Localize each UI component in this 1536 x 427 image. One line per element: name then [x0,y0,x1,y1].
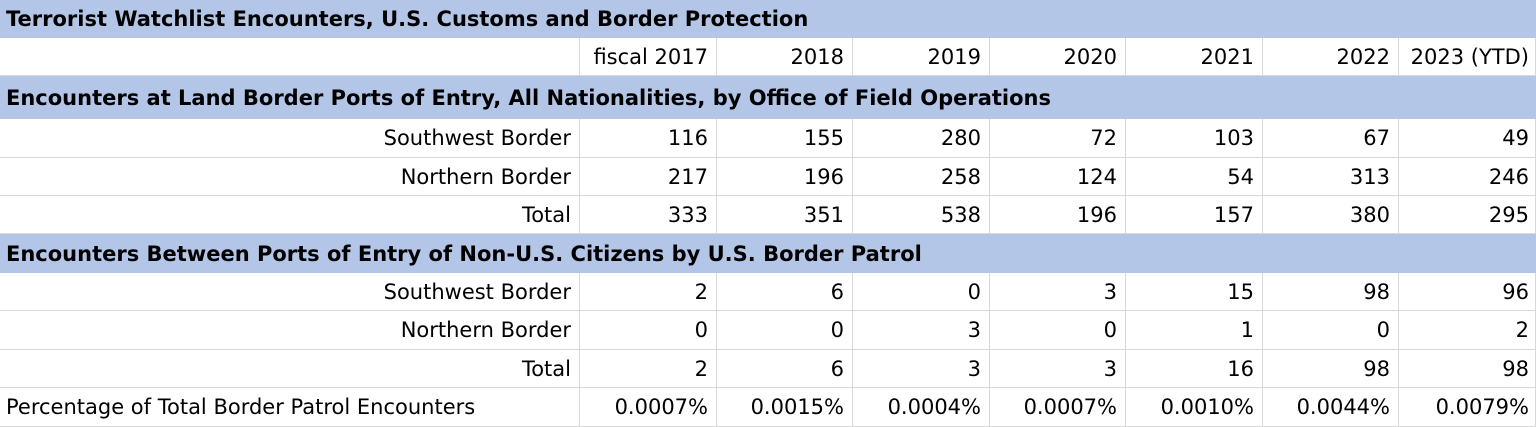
table-cell[interactable]: 2 [580,350,717,388]
table-cell[interactable]: 98 [1399,350,1536,388]
percentage-cell[interactable]: 0.0010% [1126,388,1263,427]
row-label[interactable]: Southwest Border [0,273,580,311]
table-cell[interactable]: 157 [1126,196,1263,234]
percentage-label[interactable]: Percentage of Total Border Patrol Encoun… [0,388,580,427]
percentage-cell[interactable]: 0.0007% [580,388,717,427]
header-row: fiscal 2017 2018 2019 2020 2021 2022 202… [0,38,1536,76]
table-cell[interactable]: 333 [580,196,717,234]
table-cell[interactable]: 2 [580,273,717,311]
table-cell[interactable]: 16 [1126,350,1263,388]
row-label[interactable]: Total [0,350,580,388]
table-cell[interactable]: 98 [1263,350,1399,388]
row-label[interactable]: Total [0,196,580,234]
table-cell[interactable]: 280 [853,119,990,158]
table-cell[interactable]: 0 [1263,311,1399,350]
table-row: Southwest Border 2 6 0 3 15 98 96 [0,273,1536,311]
row-label[interactable]: Northern Border [0,311,580,350]
table-title: Terrorist Watchlist Encounters, U.S. Cus… [0,0,1536,38]
header-label-cell[interactable] [0,38,580,76]
table-cell[interactable]: 217 [580,158,717,196]
percentage-cell[interactable]: 0.0015% [717,388,853,427]
table-cell[interactable]: 3 [853,311,990,350]
table-row: Northern Border 0 0 3 0 1 0 2 [0,311,1536,350]
table-cell[interactable]: 15 [1126,273,1263,311]
table-cell[interactable]: 0 [580,311,717,350]
header-year-2020[interactable]: 2020 [990,38,1126,76]
table-row: Total 2 6 3 3 16 98 98 [0,350,1536,388]
table-cell[interactable]: 6 [717,273,853,311]
table-cell[interactable]: 538 [853,196,990,234]
table-cell[interactable]: 295 [1399,196,1536,234]
table-row: Southwest Border 116 155 280 72 103 67 4… [0,119,1536,158]
table-cell[interactable]: 54 [1126,158,1263,196]
table-cell[interactable]: 0 [853,273,990,311]
header-year-2018[interactable]: 2018 [717,38,853,76]
table-title-text: Terrorist Watchlist Encounters, U.S. Cus… [6,7,809,31]
table-cell[interactable]: 103 [1126,119,1263,158]
percentage-cell[interactable]: 0.0079% [1399,388,1536,427]
percentage-cell[interactable]: 0.0007% [990,388,1126,427]
table-cell[interactable]: 1 [1126,311,1263,350]
table-cell[interactable]: 0 [717,311,853,350]
header-year-2022[interactable]: 2022 [1263,38,1399,76]
table-cell[interactable]: 2 [1399,311,1536,350]
table-cell[interactable]: 98 [1263,273,1399,311]
header-year-2017[interactable]: fiscal 2017 [580,38,717,76]
header-year-2021[interactable]: 2021 [1126,38,1263,76]
section2-heading: Encounters Between Ports of Entry of Non… [0,234,1536,273]
table-cell[interactable]: 196 [990,196,1126,234]
table-cell[interactable]: 3 [990,273,1126,311]
section1-heading: Encounters at Land Border Ports of Entry… [0,76,1536,119]
row-label[interactable]: Northern Border [0,158,580,196]
table-cell[interactable]: 351 [717,196,853,234]
table-cell[interactable]: 6 [717,350,853,388]
table-cell[interactable]: 155 [717,119,853,158]
table-cell[interactable]: 67 [1263,119,1399,158]
table-cell[interactable]: 49 [1399,119,1536,158]
table-cell[interactable]: 3 [990,350,1126,388]
percentage-cell[interactable]: 0.0044% [1263,388,1399,427]
table-cell[interactable]: 258 [853,158,990,196]
table-cell[interactable]: 196 [717,158,853,196]
header-year-2023[interactable]: 2023 (YTD) [1399,38,1536,76]
table-cell[interactable]: 0 [990,311,1126,350]
table-cell[interactable]: 96 [1399,273,1536,311]
table-cell[interactable]: 116 [580,119,717,158]
percentage-row: Percentage of Total Border Patrol Encoun… [0,388,1536,427]
row-label[interactable]: Southwest Border [0,119,580,158]
table-cell[interactable]: 72 [990,119,1126,158]
table-cell[interactable]: 380 [1263,196,1399,234]
table-cell[interactable]: 246 [1399,158,1536,196]
table-cell[interactable]: 313 [1263,158,1399,196]
table-cell[interactable]: 124 [990,158,1126,196]
percentage-cell[interactable]: 0.0004% [853,388,990,427]
section1-heading-text: Encounters at Land Border Ports of Entry… [6,85,1051,110]
header-year-2019[interactable]: 2019 [853,38,990,76]
section2-heading-text: Encounters Between Ports of Entry of Non… [6,241,922,266]
table-row: Northern Border 217 196 258 124 54 313 2… [0,158,1536,196]
table-cell[interactable]: 3 [853,350,990,388]
table-row: Total 333 351 538 196 157 380 295 [0,196,1536,234]
